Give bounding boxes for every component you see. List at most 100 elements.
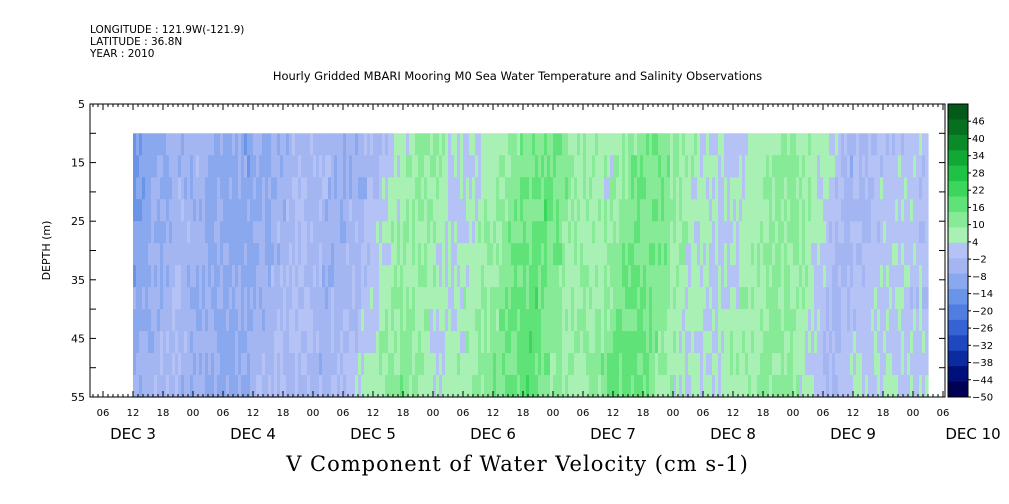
field-cell xyxy=(682,331,686,354)
field-cell xyxy=(169,309,173,332)
field-cell xyxy=(508,353,512,376)
field-cell xyxy=(394,221,398,244)
field-cell xyxy=(250,177,254,200)
field-cell xyxy=(442,331,446,354)
field-cell xyxy=(619,155,623,178)
field-cell xyxy=(721,177,725,200)
field-cell xyxy=(859,353,863,376)
field-cell xyxy=(409,155,413,178)
field-cell xyxy=(391,177,395,200)
field-cell xyxy=(214,353,218,376)
field-cell xyxy=(478,309,482,332)
field-cell xyxy=(880,221,884,244)
field-cell xyxy=(838,331,842,354)
field-cell xyxy=(880,287,884,310)
field-cell xyxy=(310,353,314,376)
field-cell xyxy=(223,155,227,178)
field-cell xyxy=(166,155,170,178)
field-cell xyxy=(826,375,830,398)
field-cell xyxy=(133,331,137,354)
field-cell xyxy=(742,243,746,266)
colorbar-swatch xyxy=(948,381,968,398)
field-cell xyxy=(346,133,350,156)
field-cell xyxy=(349,177,353,200)
field-cell xyxy=(355,199,359,222)
field-cell xyxy=(757,177,761,200)
field-cell xyxy=(262,155,266,178)
field-cell xyxy=(418,177,422,200)
field-cell xyxy=(661,155,665,178)
field-cell xyxy=(685,199,689,222)
field-cell xyxy=(721,375,725,398)
field-cell xyxy=(157,133,161,156)
field-cell xyxy=(607,375,611,398)
field-cell xyxy=(679,155,683,178)
field-cell xyxy=(433,287,437,310)
field-cell xyxy=(706,353,710,376)
field-cell xyxy=(532,287,536,310)
field-cell xyxy=(610,221,614,244)
field-cell xyxy=(679,287,683,310)
field-cell xyxy=(811,265,815,288)
field-cell xyxy=(739,155,743,178)
field-cell xyxy=(457,221,461,244)
field-cell xyxy=(826,155,830,178)
field-cell xyxy=(550,331,554,354)
field-cell xyxy=(469,331,473,354)
field-cell xyxy=(685,353,689,376)
field-cell xyxy=(676,331,680,354)
field-cell xyxy=(841,243,845,266)
field-cell xyxy=(805,221,809,244)
field-cell xyxy=(166,243,170,266)
field-cell xyxy=(769,155,773,178)
field-cell xyxy=(811,133,815,156)
field-cell xyxy=(448,199,452,222)
field-cell xyxy=(415,309,419,332)
field-cell xyxy=(829,177,833,200)
field-cell xyxy=(688,375,692,398)
field-cell xyxy=(385,221,389,244)
field-cell xyxy=(322,309,326,332)
field-cell xyxy=(595,133,599,156)
field-cell xyxy=(541,331,545,354)
field-cell xyxy=(724,221,728,244)
field-cell xyxy=(922,331,926,354)
field-cell xyxy=(670,265,674,288)
field-cell xyxy=(442,375,446,398)
field-cell xyxy=(634,265,638,288)
field-cell xyxy=(442,133,446,156)
field-cell xyxy=(448,265,452,288)
field-cell xyxy=(514,243,518,266)
field-cell xyxy=(526,133,530,156)
field-cell xyxy=(403,221,407,244)
field-cell xyxy=(163,265,167,288)
field-cell xyxy=(718,331,722,354)
field-cell xyxy=(193,243,197,266)
field-cell xyxy=(790,155,794,178)
field-cell xyxy=(421,331,425,354)
field-cell xyxy=(247,265,251,288)
field-cell xyxy=(892,309,896,332)
field-cell xyxy=(604,221,608,244)
field-cell xyxy=(688,133,692,156)
field-cell xyxy=(169,287,173,310)
field-cell xyxy=(178,353,182,376)
field-cell xyxy=(433,375,437,398)
field-cell xyxy=(880,353,884,376)
field-cell xyxy=(514,309,518,332)
field-cell xyxy=(244,199,248,222)
field-cell xyxy=(685,375,689,398)
field-cell xyxy=(895,287,899,310)
field-cell xyxy=(814,221,818,244)
field-cell xyxy=(724,353,728,376)
field-cell xyxy=(601,265,605,288)
field-cell xyxy=(433,353,437,376)
field-cell xyxy=(769,199,773,222)
field-cell xyxy=(649,375,653,398)
field-cell xyxy=(151,177,155,200)
field-cell xyxy=(187,353,191,376)
field-cell xyxy=(283,177,287,200)
field-cell xyxy=(352,221,356,244)
field-cell xyxy=(460,133,464,156)
field-cell xyxy=(328,221,332,244)
